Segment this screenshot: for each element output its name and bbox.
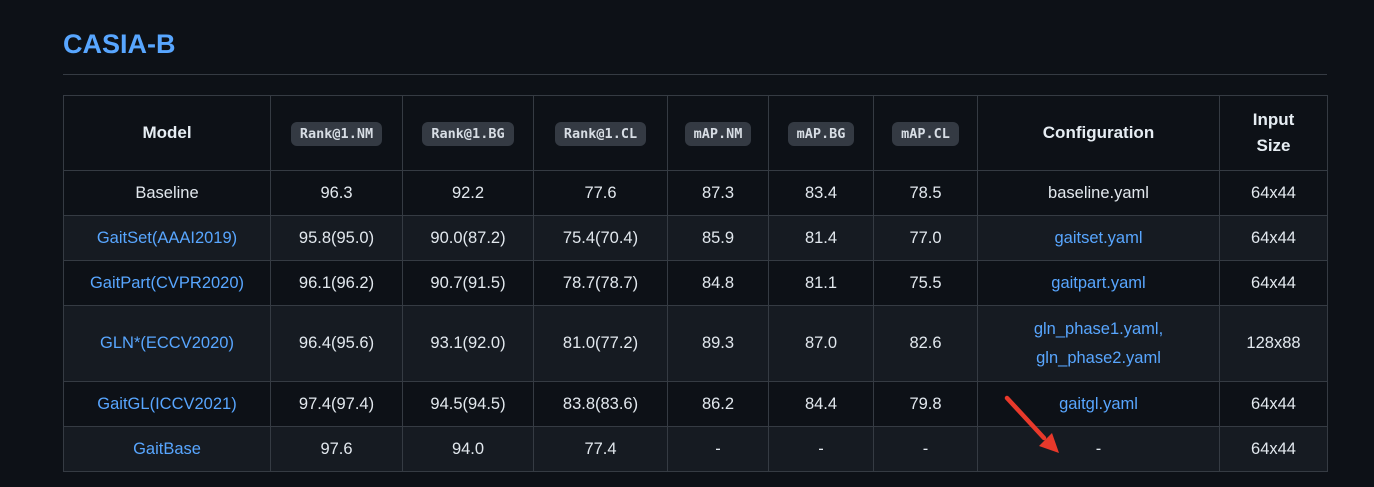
cell-input-size: 64x44 <box>1219 215 1328 261</box>
cell-rank-bg: 90.0(87.2) <box>402 215 534 261</box>
column-header-input-size: Input Size <box>1219 95 1328 171</box>
cell-map-cl: 78.5 <box>873 170 978 216</box>
cell-rank-cl: 77.6 <box>533 170 668 216</box>
cell-rank-bg: 94.5(94.5) <box>402 381 534 427</box>
cell-configuration: gln_phase1.yaml, gln_phase2.yaml <box>977 305 1220 382</box>
config-link-gaitset[interactable]: gaitset.yaml <box>1054 228 1143 247</box>
code-chip: mAP.BG <box>787 122 855 146</box>
column-header-rank-cl: Rank@1.CL <box>533 95 668 171</box>
column-header-configuration: Configuration <box>977 95 1220 171</box>
column-header-map-bg: mAP.BG <box>768 95 874 171</box>
cell-map-cl: 75.5 <box>873 260 978 306</box>
code-chip: mAP.CL <box>892 122 959 146</box>
cell-rank-cl: 75.4(70.4) <box>533 215 668 261</box>
casia-b-results-table: Model Rank@1.NM Rank@1.BG Rank@1.CL mAP.… <box>63 95 1328 472</box>
code-chip: Rank@1.NM <box>290 122 383 146</box>
cell-rank-nm: 96.1(96.2) <box>270 260 403 306</box>
cell-input-size: 128x88 <box>1219 305 1328 382</box>
table-row-gaitgl: GaitGL(ICCV2021) 97.4(97.4) 94.5(94.5) 8… <box>63 381 1328 427</box>
model-link-gaitbase[interactable]: GaitBase <box>133 439 201 458</box>
cell-map-cl: 79.8 <box>873 381 978 427</box>
cell-model: Baseline <box>63 170 271 216</box>
cell-rank-bg: 93.1(92.0) <box>402 305 534 382</box>
code-chip: mAP.NM <box>684 122 752 146</box>
table-row-gaitpart: GaitPart(CVPR2020) 96.1(96.2) 90.7(91.5)… <box>63 260 1328 306</box>
cell-map-bg: 81.1 <box>768 260 874 306</box>
cell-input-size: 64x44 <box>1219 381 1328 427</box>
cell-map-nm: - <box>667 426 769 472</box>
cell-configuration: gaitpart.yaml <box>977 260 1220 306</box>
cell-rank-nm: 95.8(95.0) <box>270 215 403 261</box>
cell-rank-cl: 78.7(78.7) <box>533 260 668 306</box>
cell-map-nm: 89.3 <box>667 305 769 382</box>
cell-model: GaitPart(CVPR2020) <box>63 260 271 306</box>
cell-input-size: 64x44 <box>1219 260 1328 306</box>
cell-map-bg: 83.4 <box>768 170 874 216</box>
cell-map-nm: 84.8 <box>667 260 769 306</box>
model-link-gaitpart[interactable]: GaitPart(CVPR2020) <box>89 273 245 292</box>
cell-rank-nm: 96.4(95.6) <box>270 305 403 382</box>
column-header-rank-nm: Rank@1.NM <box>270 95 403 171</box>
cell-configuration: gaitgl.yaml <box>977 381 1220 427</box>
config-link-gaitpart[interactable]: gaitpart.yaml <box>1051 273 1146 292</box>
cell-rank-cl: 83.8(83.6) <box>533 381 668 427</box>
code-chip: Rank@1.BG <box>422 122 514 146</box>
cell-input-size: 64x44 <box>1219 170 1328 216</box>
cell-model: GLN*(ECCV2020) <box>63 305 271 382</box>
config-link-gln-phase2[interactable]: gln_phase2.yaml <box>1036 348 1161 367</box>
cell-model: GaitGL(ICCV2021) <box>63 381 271 427</box>
cell-rank-bg: 90.7(91.5) <box>402 260 534 306</box>
model-link-gaitgl[interactable]: GaitGL(ICCV2021) <box>97 394 237 413</box>
readme-content: CASIA-B Model Rank@1.NM Rank@1.BG Rank@1… <box>63 0 1328 472</box>
cell-map-cl: - <box>873 426 978 472</box>
cell-configuration: baseline.yaml <box>977 170 1220 216</box>
cell-map-bg: 84.4 <box>768 381 874 427</box>
cell-map-nm: 87.3 <box>667 170 769 216</box>
cell-map-cl: 77.0 <box>873 215 978 261</box>
cell-map-bg: 87.0 <box>768 305 874 382</box>
cell-rank-bg: 92.2 <box>402 170 534 216</box>
config-link-gln-phase1[interactable]: gln_phase1.yaml, <box>1033 320 1164 339</box>
code-chip: Rank@1.CL <box>554 122 647 146</box>
cell-rank-nm: 97.4(97.4) <box>270 381 403 427</box>
cell-map-bg: 81.4 <box>768 215 874 261</box>
column-header-map-nm: mAP.NM <box>667 95 769 171</box>
cell-rank-cl: 81.0(77.2) <box>533 305 668 382</box>
cell-configuration-gaitbase: - <box>977 426 1220 472</box>
model-link-gaitset[interactable]: GaitSet(AAAI2019) <box>96 228 238 247</box>
cell-model: GaitSet(AAAI2019) <box>63 215 271 261</box>
column-header-model: Model <box>63 95 271 171</box>
cell-configuration: gaitset.yaml <box>977 215 1220 261</box>
cell-input-size: 64x44 <box>1219 426 1328 472</box>
cell-map-cl: 82.6 <box>873 305 978 382</box>
model-link-gln[interactable]: GLN*(ECCV2020) <box>100 334 234 352</box>
cell-model: GaitBase <box>63 426 271 472</box>
column-header-rank-bg: Rank@1.BG <box>402 95 534 171</box>
cell-map-nm: 86.2 <box>667 381 769 427</box>
cell-map-bg: - <box>768 426 874 472</box>
column-header-map-cl: mAP.CL <box>873 95 978 171</box>
cell-rank-nm: 96.3 <box>270 170 403 216</box>
table-row-gln: GLN*(ECCV2020) 96.4(95.6) 93.1(92.0) 81.… <box>63 305 1328 382</box>
table-row-gaitbase: GaitBase 97.6 94.0 77.4 - - - - 64x44 <box>63 426 1328 472</box>
config-link-gaitgl[interactable]: gaitgl.yaml <box>1059 394 1138 413</box>
table-row-gaitset: GaitSet(AAAI2019) 95.8(95.0) 90.0(87.2) … <box>63 215 1328 261</box>
cell-rank-bg: 94.0 <box>402 426 534 472</box>
cell-map-nm: 85.9 <box>667 215 769 261</box>
page-title: CASIA-B <box>63 26 1327 75</box>
cell-rank-cl: 77.4 <box>533 426 668 472</box>
cell-rank-nm: 97.6 <box>270 426 403 472</box>
table-row-baseline: Baseline 96.3 92.2 77.6 87.3 83.4 78.5 b… <box>63 170 1328 216</box>
table-header-row: Model Rank@1.NM Rank@1.BG Rank@1.CL mAP.… <box>63 95 1328 171</box>
